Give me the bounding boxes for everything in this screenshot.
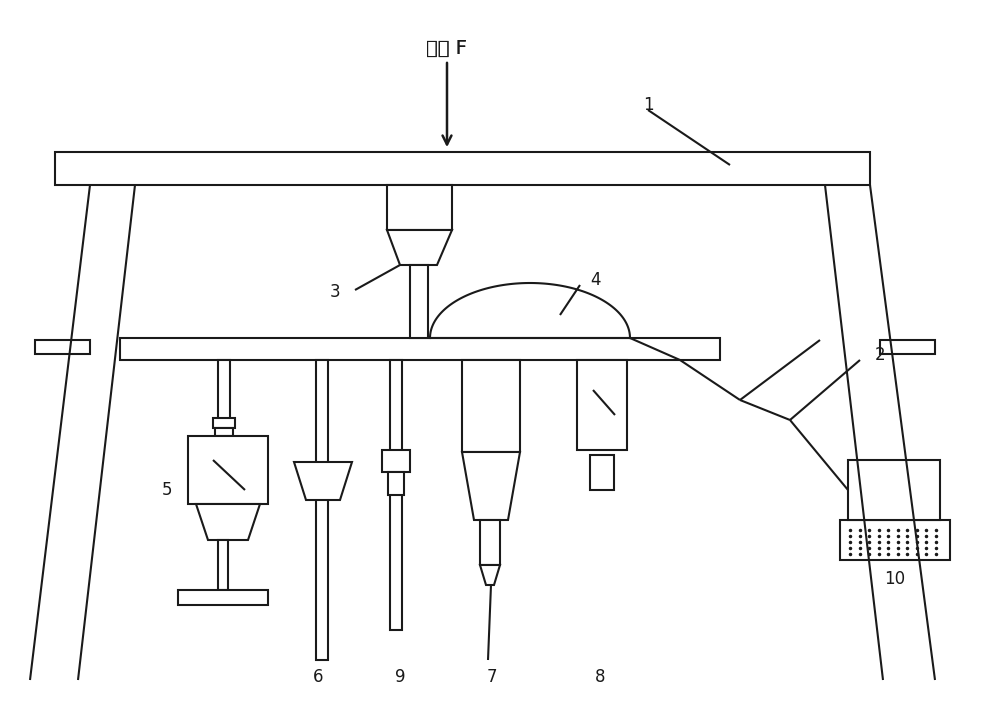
- Polygon shape: [196, 504, 260, 540]
- Bar: [462, 360, 520, 452]
- Bar: [880, 340, 935, 354]
- Bar: [382, 450, 410, 472]
- Bar: [590, 455, 614, 490]
- Bar: [480, 520, 500, 565]
- Text: 10: 10: [884, 570, 906, 588]
- Bar: [120, 338, 720, 360]
- Text: 8: 8: [595, 668, 605, 686]
- Bar: [577, 360, 627, 450]
- Bar: [410, 265, 428, 338]
- Text: 2: 2: [875, 346, 886, 364]
- Text: 压力 F: 压力 F: [426, 39, 468, 58]
- Polygon shape: [840, 520, 950, 560]
- Text: 7: 7: [487, 668, 497, 686]
- Bar: [178, 590, 268, 605]
- Bar: [390, 360, 402, 630]
- Polygon shape: [294, 462, 352, 500]
- Text: 4: 4: [590, 271, 600, 289]
- Bar: [218, 540, 228, 590]
- Text: 1: 1: [643, 96, 653, 114]
- Text: 5: 5: [162, 481, 172, 499]
- Polygon shape: [480, 565, 500, 585]
- Bar: [213, 418, 235, 428]
- Bar: [35, 340, 90, 354]
- Bar: [188, 436, 268, 504]
- Text: 9: 9: [395, 668, 405, 686]
- Text: 3: 3: [329, 283, 340, 301]
- Bar: [387, 185, 452, 230]
- Polygon shape: [387, 230, 452, 265]
- Text: 压力 F: 压力 F: [426, 39, 468, 58]
- Bar: [316, 360, 328, 660]
- Polygon shape: [462, 452, 520, 520]
- Bar: [215, 428, 233, 436]
- Text: 6: 6: [313, 668, 323, 686]
- Bar: [388, 472, 404, 495]
- Bar: [55, 152, 870, 185]
- Bar: [218, 360, 230, 420]
- Polygon shape: [848, 460, 940, 520]
